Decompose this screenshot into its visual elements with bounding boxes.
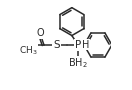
Text: O: O [36,28,44,38]
Text: BH$_2$: BH$_2$ [68,57,88,70]
Text: H: H [82,40,90,50]
Text: P: P [75,40,81,50]
Text: S: S [53,40,60,50]
Text: CH$_3$: CH$_3$ [19,45,38,57]
